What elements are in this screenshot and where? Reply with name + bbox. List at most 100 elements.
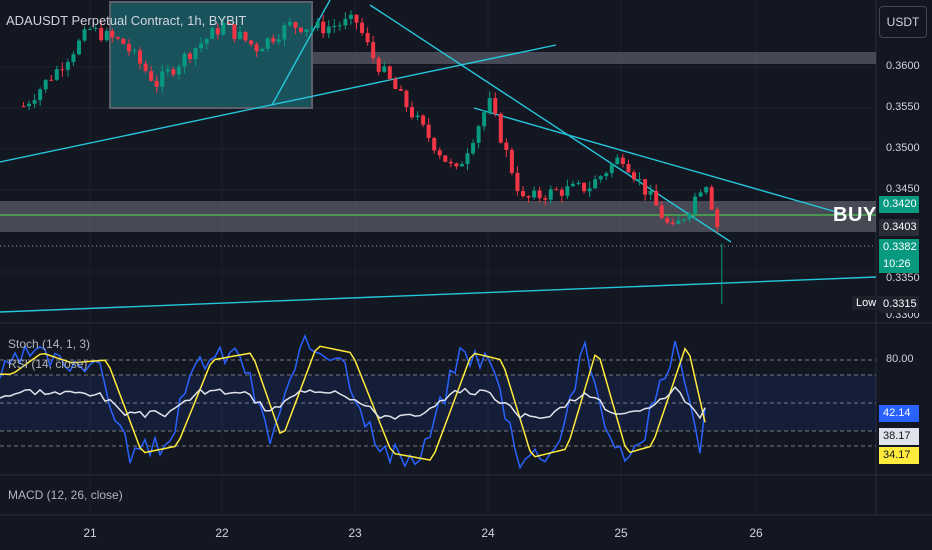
trend-line-lower-support (0, 276, 877, 313)
candle-body (204, 38, 209, 44)
candle-body (276, 39, 281, 42)
candle-body (237, 31, 242, 39)
countdown-badge: 10:26 (879, 256, 919, 273)
buy-zone[interactable] (0, 201, 876, 232)
candle-body (515, 172, 520, 192)
candle-body (404, 90, 409, 107)
candle-body (410, 106, 414, 118)
rsi-indicator-label[interactable]: RSI (14, close) (8, 357, 88, 371)
candles[interactable] (21, 10, 723, 304)
candle-body (681, 219, 686, 221)
time-tick: 22 (215, 526, 229, 540)
currency-button[interactable]: USDT (879, 6, 927, 38)
candle-body (548, 189, 553, 200)
candle-body (321, 21, 326, 34)
candle-body (604, 173, 609, 177)
stoch-k-value-badge: 42.14 (879, 405, 919, 422)
candle-body (637, 179, 642, 181)
time-tick: 26 (749, 526, 763, 540)
candle-body (348, 14, 353, 19)
rsi-line (0, 386, 706, 420)
candle-body (299, 27, 303, 33)
candle-body (643, 179, 648, 195)
candle-body (60, 69, 65, 71)
time-tick: 25 (614, 526, 628, 540)
trend-lines[interactable] (0, 0, 877, 313)
candle-body (99, 28, 104, 41)
low-price-badge: 0.3315 (879, 296, 919, 313)
candle-body (670, 222, 675, 225)
candle-body (582, 182, 587, 192)
candle-body (526, 196, 531, 198)
candle-body (615, 157, 620, 165)
candle-body (565, 186, 570, 196)
candle-body (493, 98, 498, 114)
candle-body (171, 69, 176, 75)
candle-body (465, 153, 470, 165)
candle-body (188, 53, 192, 60)
candle-body (126, 44, 131, 52)
candle-body (554, 189, 559, 191)
stoch-indicator-label[interactable]: Stoch (14, 1, 3) (8, 337, 91, 351)
candle-body (271, 38, 276, 42)
candle-body (648, 190, 653, 195)
candle-body (226, 23, 231, 25)
candle-body (293, 22, 298, 28)
candle-body (337, 25, 342, 27)
candle-body (132, 50, 137, 52)
candle-body (509, 149, 514, 173)
chart-title[interactable]: ADAUSDT Perpetual Contract, 1h, BYBIT (6, 13, 247, 28)
candle-body (659, 205, 664, 219)
candle-body (32, 100, 37, 104)
price-tick: 0.3600 (886, 60, 920, 72)
candle-body (326, 26, 331, 34)
low-label: Low (852, 296, 881, 310)
stoch-d-line (0, 345, 706, 461)
candle-body (110, 30, 115, 38)
candle-body (626, 164, 631, 173)
resistance-zone[interactable] (312, 52, 876, 64)
candle-body (437, 150, 442, 156)
candle-body (254, 44, 259, 52)
candle-body (598, 176, 603, 180)
candle-body (587, 188, 592, 192)
candle-body (82, 29, 87, 41)
candle-body (199, 43, 204, 49)
candle-body (443, 155, 448, 162)
candle-body (149, 71, 154, 81)
candle-body (415, 115, 420, 118)
candle-body (77, 40, 81, 55)
candle-body (54, 69, 59, 80)
candle-body (521, 191, 525, 197)
candle-body (559, 189, 564, 196)
candle-body (71, 54, 76, 63)
candle-body (104, 30, 109, 41)
candle-body (360, 22, 365, 33)
consolidation-box[interactable] (109, 1, 313, 109)
candle-body (221, 23, 226, 35)
candle-body (138, 50, 143, 64)
candle-body (143, 63, 148, 72)
candle-body (154, 80, 159, 87)
candle-body (365, 32, 370, 43)
time-tick: 21 (83, 526, 97, 540)
candle-body (332, 25, 337, 27)
buy-annotation[interactable]: BUY (833, 204, 877, 226)
candle-body (49, 79, 54, 81)
candle-body (27, 103, 32, 107)
time-tick: 24 (481, 526, 495, 540)
candle-body (304, 29, 309, 33)
stoch-k-line (0, 333, 706, 470)
macd-indicator-label[interactable]: MACD (12, 26, close) (8, 488, 123, 502)
candle-body (165, 69, 170, 72)
candle-body (371, 42, 376, 59)
trend-line-resistance-2 (473, 107, 841, 214)
candle-body (487, 98, 492, 113)
time-tick: 23 (348, 526, 362, 540)
candle-body (160, 71, 165, 87)
candle-body (448, 161, 453, 164)
candle-body (387, 66, 392, 79)
trend-line-resistance-1 (369, 4, 732, 243)
candle-body (432, 138, 437, 151)
